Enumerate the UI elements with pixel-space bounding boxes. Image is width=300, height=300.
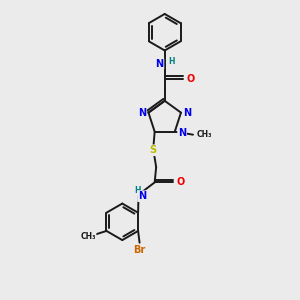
Text: N: N — [155, 59, 164, 69]
Text: N: N — [178, 128, 186, 138]
Text: N: N — [183, 108, 191, 118]
Text: CH₃: CH₃ — [80, 232, 96, 241]
Text: N: N — [138, 108, 146, 118]
Text: S: S — [150, 145, 157, 155]
Text: H: H — [168, 57, 175, 66]
Text: N: N — [138, 191, 146, 201]
Text: O: O — [176, 177, 184, 188]
Text: CH₃: CH₃ — [196, 130, 212, 139]
Text: Br: Br — [134, 245, 146, 255]
Text: O: O — [186, 74, 194, 84]
Text: H: H — [134, 186, 140, 195]
